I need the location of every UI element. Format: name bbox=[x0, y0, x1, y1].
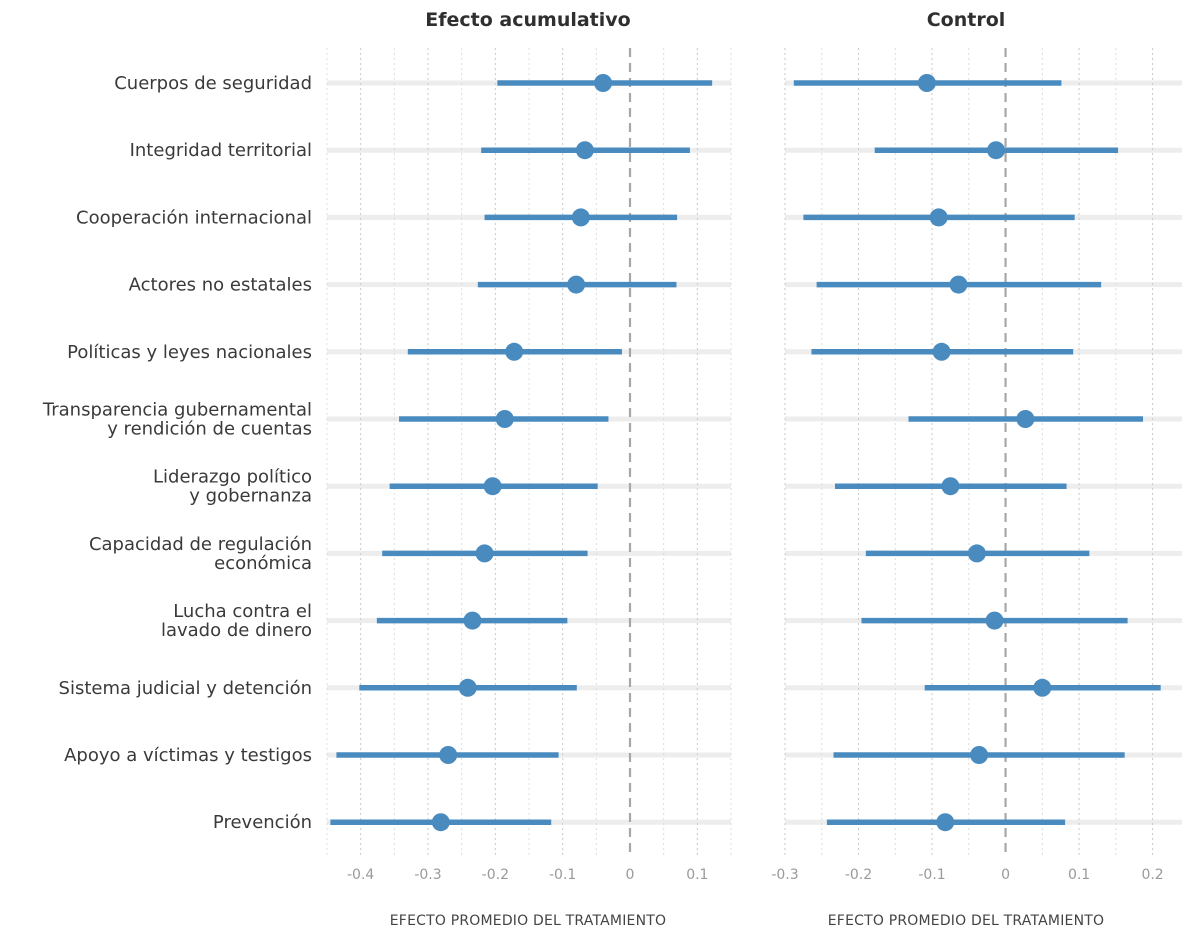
panel-efecto-acumulativo: Efecto acumulativo EFECTO PROMEDIO DEL T… bbox=[326, 9, 732, 929]
point-estimate bbox=[475, 544, 494, 563]
x-tick-label: 0.1 bbox=[1068, 867, 1090, 883]
point-estimate bbox=[431, 813, 450, 832]
x-tick-label: -0.1 bbox=[918, 867, 945, 883]
point-estimate bbox=[932, 342, 951, 361]
category-label: Cuerpos de seguridad bbox=[114, 73, 312, 94]
category-label-line: Liderazgo político bbox=[153, 467, 312, 488]
category-label-line: Apoyo a víctimas y testigos bbox=[64, 745, 312, 766]
x-tick-label: -0.4 bbox=[347, 867, 374, 883]
marks-efecto-acumulativo bbox=[330, 74, 713, 832]
category-label-line: lavado de dinero bbox=[161, 620, 312, 641]
point-estimate bbox=[1033, 678, 1052, 697]
point-estimate bbox=[571, 208, 590, 227]
category-label: Cooperación internacional bbox=[76, 207, 312, 228]
point-estimate bbox=[941, 477, 960, 496]
category-label: Políticas y leyes nacionales bbox=[67, 342, 312, 363]
x-tick-label: 0.2 bbox=[1141, 867, 1163, 883]
category-label-line: Sistema judicial y detención bbox=[59, 678, 312, 699]
x-tick-label: -0.2 bbox=[482, 867, 509, 883]
category-label-line: Lucha contra el bbox=[173, 601, 312, 622]
point-estimate bbox=[594, 74, 613, 92]
category-label: Apoyo a víctimas y testigos bbox=[64, 745, 312, 766]
category-label-line: económica bbox=[214, 553, 312, 574]
category-label: Capacidad de regulación económica bbox=[89, 534, 312, 574]
point-estimate bbox=[1016, 410, 1035, 428]
grid-efecto-acumulativo bbox=[326, 48, 732, 856]
marks-control bbox=[793, 74, 1161, 832]
point-estimate bbox=[567, 275, 586, 294]
point-estimate bbox=[967, 544, 986, 563]
x-tick-label: -0.3 bbox=[771, 867, 798, 883]
category-label-line: Integridad territorial bbox=[130, 140, 312, 161]
category-label-line: Prevención bbox=[213, 812, 312, 833]
point-estimate bbox=[483, 477, 502, 496]
point-estimate bbox=[458, 678, 477, 697]
grid-control bbox=[784, 48, 1182, 856]
point-estimate bbox=[575, 141, 594, 160]
category-label-line: Cuerpos de seguridad bbox=[114, 73, 312, 94]
point-estimate bbox=[986, 141, 1005, 160]
panel-title-efecto-acumulativo: Efecto acumulativo bbox=[425, 9, 630, 31]
category-label-line: y rendición de cuentas bbox=[107, 419, 312, 440]
point-estimate bbox=[936, 813, 955, 832]
x-axis-label-efecto-acumulativo: EFECTO PROMEDIO DEL TRATAMIENTO bbox=[390, 913, 666, 929]
category-label-line: y gobernanza bbox=[189, 486, 312, 507]
category-label-line: Transparencia gubernamental bbox=[42, 400, 312, 421]
category-label-line: Capacidad de regulación bbox=[89, 534, 312, 555]
category-label-line: Cooperación internacional bbox=[76, 207, 312, 228]
category-label: Integridad territorial bbox=[130, 140, 312, 161]
point-estimate bbox=[439, 746, 458, 764]
x-axis-label-control: EFECTO PROMEDIO DEL TRATAMIENTO bbox=[828, 913, 1104, 929]
point-estimate bbox=[917, 74, 936, 92]
x-tick-label: -0.2 bbox=[845, 867, 872, 883]
category-label: Actores no estatales bbox=[129, 275, 312, 296]
category-labels: Cuerpos de seguridad Integridad territori… bbox=[42, 73, 312, 833]
category-label-line: Políticas y leyes nacionales bbox=[67, 342, 312, 363]
point-estimate bbox=[929, 208, 948, 227]
category-label-line: Actores no estatales bbox=[129, 275, 312, 296]
panel-title-control: Control bbox=[927, 9, 1006, 31]
x-tick-label: 0.1 bbox=[686, 867, 708, 883]
point-estimate bbox=[985, 611, 1004, 630]
point-estimate bbox=[495, 410, 514, 428]
point-estimate bbox=[970, 746, 989, 764]
x-tick-label: -0.3 bbox=[414, 867, 441, 883]
panel-control: Control EFECTO PROMEDIO DEL TRATAMIENTO … bbox=[771, 9, 1182, 929]
category-label: Sistema judicial y detención bbox=[59, 678, 312, 699]
point-estimate bbox=[505, 342, 524, 361]
x-tick-label: 0 bbox=[626, 867, 635, 883]
x-tick-label: -0.1 bbox=[549, 867, 576, 883]
x-tick-label: 0 bbox=[1001, 867, 1010, 883]
point-estimate bbox=[949, 275, 968, 294]
category-label: Transparencia gubernamental y rendición d… bbox=[42, 400, 312, 440]
category-label: Liderazgo político y gobernanza bbox=[153, 467, 312, 507]
category-label: Prevención bbox=[213, 812, 312, 833]
category-label: Lucha contra el lavado de dinero bbox=[161, 601, 312, 641]
point-estimate bbox=[463, 611, 482, 630]
